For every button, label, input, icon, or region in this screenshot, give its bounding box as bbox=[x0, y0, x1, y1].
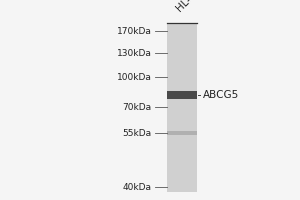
Text: 70kDa: 70kDa bbox=[122, 102, 152, 112]
Text: 55kDa: 55kDa bbox=[122, 129, 152, 138]
Text: 40kDa: 40kDa bbox=[122, 182, 152, 192]
Text: 100kDa: 100kDa bbox=[117, 72, 152, 82]
Text: 130kDa: 130kDa bbox=[117, 48, 152, 58]
Bar bbox=[167, 131, 197, 135]
Text: ABCG5: ABCG5 bbox=[202, 90, 239, 100]
Text: 170kDa: 170kDa bbox=[117, 26, 152, 36]
Bar bbox=[167, 24, 197, 192]
Text: HL-60: HL-60 bbox=[174, 0, 203, 13]
Bar bbox=[167, 91, 197, 99]
